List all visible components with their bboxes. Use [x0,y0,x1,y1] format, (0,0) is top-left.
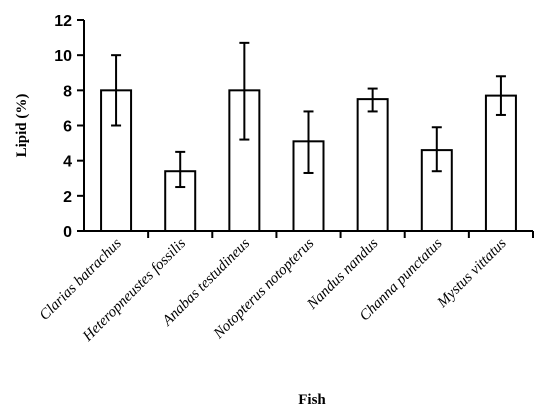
x-axis-title: Fish [298,392,326,408]
error-bars [111,41,506,189]
x-tick-label: Heteropneustes fossilis [79,235,189,345]
bar [484,94,517,232]
y-tick-label: 8 [63,83,72,100]
y-tick-label: 0 [63,224,72,241]
y-tick-label: 12 [54,13,72,30]
y-tick-label: 10 [54,48,72,65]
y-axis-title: Lipid (%) [14,94,30,158]
bar [356,98,389,232]
y-tick-label: 2 [63,189,72,206]
bars [100,89,517,233]
y-ticks: 0 2 4 6 8 10 12 [54,13,84,241]
y-tick-label: 6 [63,119,72,136]
y-tick-label: 4 [63,154,72,171]
